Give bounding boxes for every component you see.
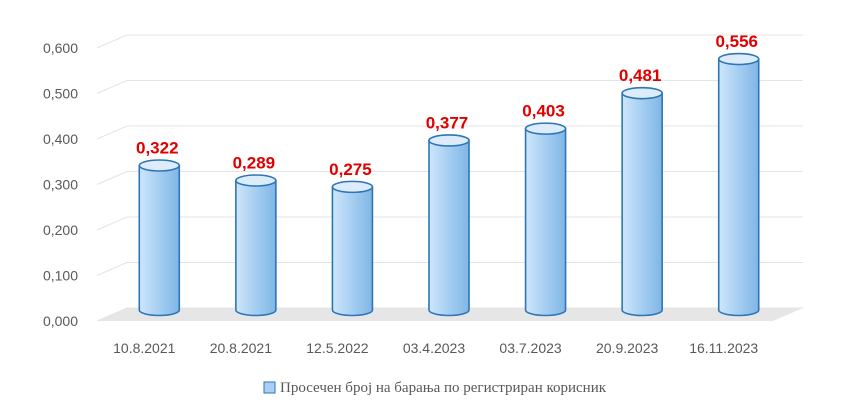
data-label: 0,322 bbox=[136, 138, 179, 157]
gridline bbox=[96, 80, 803, 94]
bar-top bbox=[138, 159, 181, 172]
data-label: 0,481 bbox=[619, 66, 662, 85]
y-tick-label: 0,000 bbox=[43, 313, 78, 329]
y-tick-label: 0,600 bbox=[43, 40, 78, 56]
data-labels: 0,322 0,289 0,275 0,377 0,403 0,481 0,556 bbox=[136, 32, 758, 179]
y-tick-label: 0,300 bbox=[43, 177, 78, 193]
bar-top bbox=[717, 52, 760, 66]
x-tick-label: 20.8.2021 bbox=[210, 340, 272, 356]
y-axis-ticks: 0,000 0,100 0,200 0,300 0,400 0,500 0,600 bbox=[43, 40, 78, 329]
legend-label: Просечен број на барања по регистриран к… bbox=[280, 380, 607, 396]
data-label: 0,556 bbox=[715, 32, 758, 51]
x-axis-ticks: 10.8.2021 20.8.2021 12.5.2022 03.4.2023 03.7… bbox=[113, 340, 758, 356]
x-tick-label: 03.7.2023 bbox=[499, 340, 561, 356]
legend: Просечен број на барања по регистриран к… bbox=[263, 380, 607, 396]
y-tick-label: 0,400 bbox=[43, 131, 78, 147]
bar-body bbox=[524, 127, 567, 317]
bar-top bbox=[331, 180, 374, 194]
y-tick-label: 0,200 bbox=[43, 222, 78, 238]
data-label: 0,377 bbox=[426, 113, 469, 132]
x-tick-label: 12.5.2022 bbox=[306, 340, 368, 356]
gridline bbox=[96, 216, 803, 231]
x-tick-label: 16.11.2023 bbox=[689, 340, 758, 356]
bar bbox=[138, 159, 181, 317]
bar-top bbox=[621, 86, 663, 100]
bar-body bbox=[138, 164, 181, 317]
grid-layer bbox=[96, 34, 803, 322]
gridline bbox=[96, 171, 803, 185]
x-tick-label: 10.8.2021 bbox=[113, 340, 175, 356]
bar-top bbox=[235, 174, 277, 187]
bar-body bbox=[428, 139, 470, 317]
bar bbox=[428, 134, 470, 317]
x-tick-label: 20.9.2023 bbox=[596, 340, 658, 356]
gridline bbox=[96, 262, 803, 276]
bar-top bbox=[428, 134, 470, 147]
bar-body bbox=[621, 92, 663, 317]
bar bbox=[717, 52, 760, 317]
bar-body bbox=[717, 58, 760, 317]
x-tick-label: 03.4.2023 bbox=[403, 340, 465, 356]
gridline bbox=[96, 34, 803, 49]
bar-top bbox=[524, 122, 567, 135]
bar bbox=[331, 180, 374, 317]
bar bbox=[621, 86, 663, 317]
legend-swatch bbox=[263, 381, 276, 394]
bar bbox=[524, 122, 567, 317]
y-tick-label: 0,500 bbox=[43, 86, 78, 102]
bar-body bbox=[235, 179, 277, 317]
gridline bbox=[96, 125, 803, 140]
y-tick-label: 0,100 bbox=[43, 268, 78, 284]
bar bbox=[235, 174, 277, 317]
bars bbox=[138, 52, 760, 317]
data-label: 0,275 bbox=[329, 160, 372, 179]
data-label: 0,403 bbox=[522, 102, 565, 121]
data-label: 0,289 bbox=[233, 154, 276, 173]
bar-body bbox=[331, 186, 374, 317]
